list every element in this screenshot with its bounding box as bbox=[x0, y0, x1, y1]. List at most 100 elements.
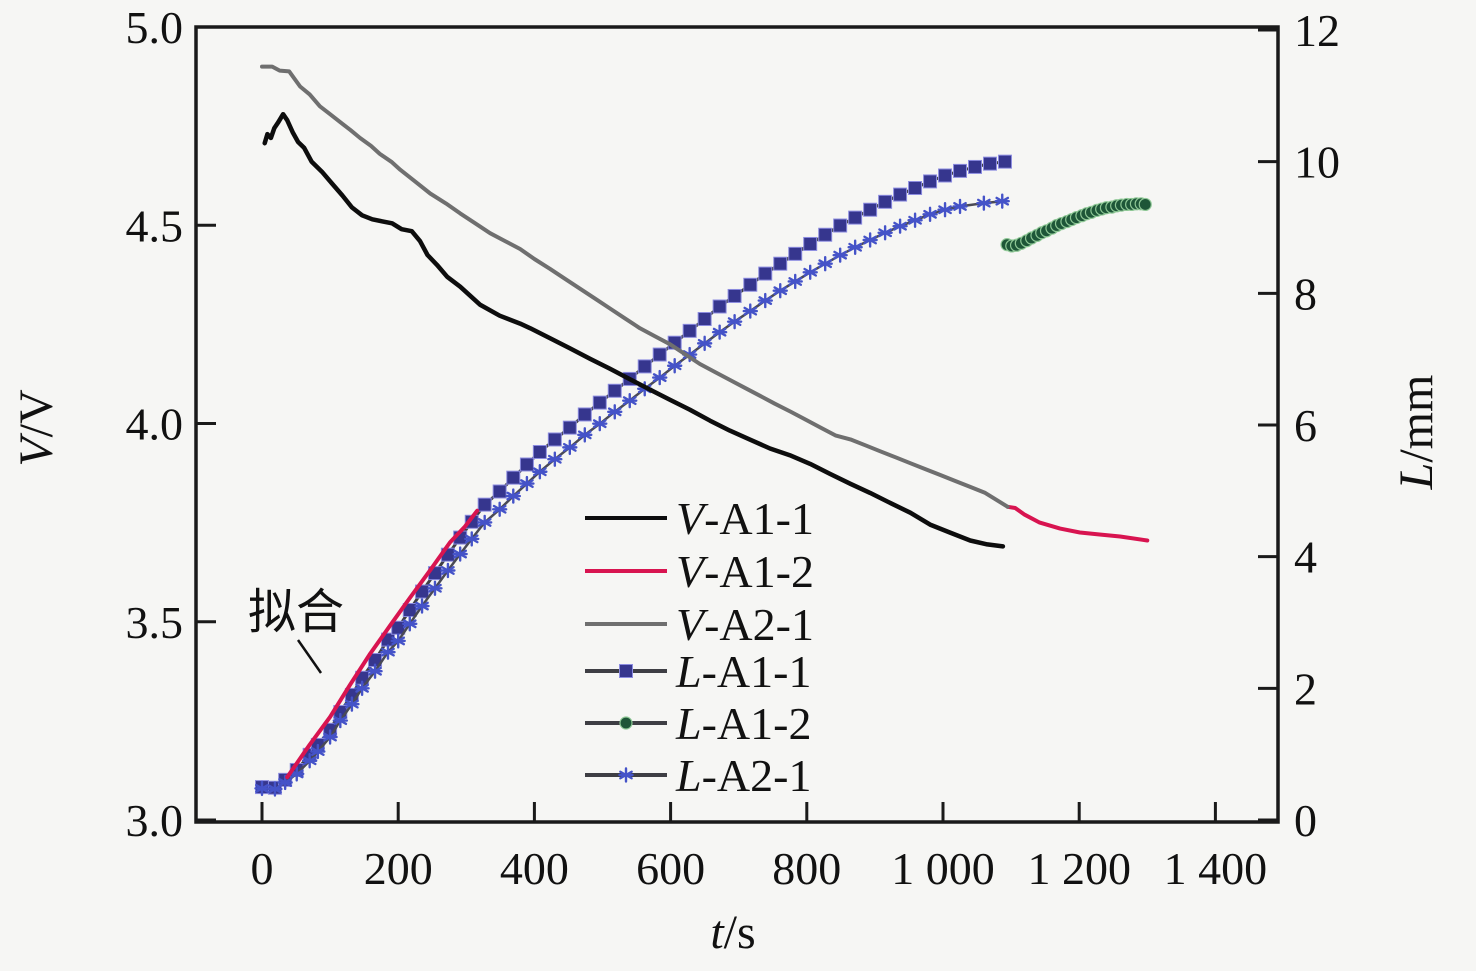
star-marker bbox=[491, 501, 508, 517]
star-marker bbox=[994, 193, 1010, 209]
star-marker bbox=[367, 663, 383, 679]
legend-item-L-A2-1: L-A2-1 bbox=[585, 750, 811, 801]
star-marker bbox=[772, 283, 788, 299]
y-left-tick-label: 5.0 bbox=[126, 2, 184, 53]
star-marker bbox=[332, 712, 349, 729]
star-marker bbox=[427, 580, 443, 596]
star-marker bbox=[622, 392, 638, 409]
square-marker bbox=[908, 181, 923, 196]
square-marker bbox=[773, 256, 788, 271]
y-right-tick-label: 12 bbox=[1294, 5, 1340, 56]
star-marker bbox=[711, 324, 728, 340]
square-marker bbox=[982, 156, 997, 171]
square-marker bbox=[863, 202, 878, 217]
series-group bbox=[254, 64, 1152, 797]
legend-label: V-A1-2 bbox=[676, 546, 814, 597]
square-marker bbox=[619, 664, 633, 678]
star-marker bbox=[354, 680, 370, 697]
star-marker bbox=[322, 729, 338, 745]
circle-marker bbox=[619, 716, 633, 730]
y-right-tick-label: 6 bbox=[1294, 400, 1317, 451]
square-marker bbox=[938, 168, 953, 183]
series-line-L-A1-1 bbox=[260, 160, 1007, 790]
series-line-V-A1-2 bbox=[285, 508, 480, 780]
y-right-tick-label: 8 bbox=[1294, 268, 1317, 319]
square-marker bbox=[758, 266, 773, 281]
star-marker bbox=[277, 774, 293, 791]
star-marker bbox=[937, 202, 953, 218]
star-marker bbox=[832, 247, 848, 263]
fit-annotation: 拟合 bbox=[248, 586, 344, 674]
square-marker bbox=[519, 457, 534, 472]
star-marker bbox=[726, 313, 743, 330]
star-marker bbox=[505, 488, 521, 504]
star-marker bbox=[562, 439, 578, 456]
series-line-V-A2-1 bbox=[260, 64, 1010, 509]
y-right-tick-label: 4 bbox=[1294, 532, 1317, 583]
star-marker bbox=[907, 212, 923, 228]
legend-item-L-A1-1: L-A1-1 bbox=[585, 646, 811, 697]
star-marker bbox=[862, 232, 878, 248]
square-marker bbox=[592, 395, 607, 410]
star-marker bbox=[696, 335, 713, 352]
series-V-A1-2 bbox=[285, 504, 1150, 780]
series-L-A1-1 bbox=[255, 154, 1012, 795]
star-marker bbox=[847, 239, 863, 255]
star-marker bbox=[666, 358, 683, 374]
square-marker bbox=[727, 288, 742, 303]
star-marker bbox=[476, 514, 493, 531]
fit-annotation-pointer bbox=[296, 639, 323, 674]
x-tick-label: 1 000 bbox=[891, 843, 995, 894]
square-marker bbox=[637, 359, 652, 374]
star-marker bbox=[452, 546, 468, 562]
star-marker bbox=[390, 633, 406, 649]
x-axis-title: t/s bbox=[710, 906, 755, 959]
y-left-tick-label: 4.5 bbox=[126, 200, 184, 251]
y-left-tick-label: 3.0 bbox=[126, 795, 184, 846]
x-tick-label: 600 bbox=[636, 843, 705, 894]
star-marker bbox=[976, 195, 992, 211]
legend-item-V-A1-1: V-A1-1 bbox=[585, 493, 814, 544]
series-V-A1-1 bbox=[262, 111, 1006, 549]
star-marker bbox=[952, 198, 968, 215]
star-marker bbox=[618, 767, 634, 783]
star-marker bbox=[380, 644, 396, 660]
x-tick-label: 0 bbox=[251, 843, 274, 894]
star-marker bbox=[414, 598, 430, 614]
square-marker bbox=[833, 218, 848, 233]
series-line-V-A1-2 bbox=[1005, 504, 1150, 543]
x-tick-label: 400 bbox=[500, 843, 569, 894]
legend-label: L-A1-1 bbox=[675, 646, 811, 697]
square-marker bbox=[848, 210, 863, 225]
series-line-V-A1-1 bbox=[262, 111, 1006, 549]
series-V-A2-1 bbox=[260, 64, 1010, 509]
square-marker bbox=[477, 497, 492, 512]
square-marker bbox=[506, 470, 521, 485]
square-marker bbox=[712, 299, 727, 314]
y-right-tick-label: 10 bbox=[1294, 137, 1340, 188]
series-L-A2-1 bbox=[254, 193, 1010, 797]
y-left-tick-label: 4.0 bbox=[126, 399, 184, 450]
star-marker bbox=[592, 415, 608, 432]
star-marker bbox=[817, 256, 833, 272]
star-marker bbox=[310, 743, 326, 760]
star-marker bbox=[464, 531, 480, 547]
square-marker bbox=[818, 227, 833, 242]
star-marker bbox=[652, 369, 668, 386]
square-marker bbox=[547, 432, 562, 447]
square-marker bbox=[607, 383, 622, 398]
x-tick-label: 1 400 bbox=[1164, 843, 1268, 894]
square-marker bbox=[562, 420, 577, 435]
star-marker bbox=[519, 475, 535, 492]
star-marker bbox=[267, 781, 283, 797]
square-marker bbox=[953, 163, 968, 178]
star-marker bbox=[402, 616, 418, 632]
y-right-axis-title: L/mm bbox=[1390, 375, 1443, 491]
series-line-L-A2-1 bbox=[260, 199, 1004, 791]
square-marker bbox=[577, 407, 592, 422]
star-marker bbox=[577, 427, 593, 443]
x-tick-label: 1 200 bbox=[1027, 843, 1131, 894]
square-marker bbox=[923, 174, 938, 189]
